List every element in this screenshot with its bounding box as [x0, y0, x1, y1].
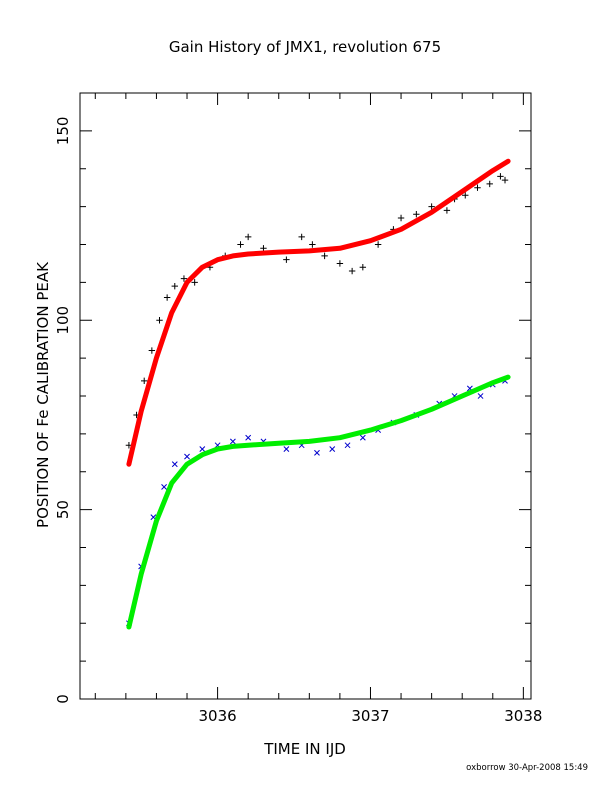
data-point-plus: [237, 241, 244, 248]
data-point-plus: [298, 233, 305, 241]
fit-curve: [126, 374, 511, 630]
data-point-plus: [163, 294, 171, 301]
data-point-cross: [229, 438, 236, 445]
data-point-plus: [397, 214, 405, 222]
data-point-plus: [336, 260, 344, 267]
y-axis-label: POSITION OF Fe CALIBRATION PEAK: [34, 261, 52, 528]
data-point-cross: [359, 434, 366, 441]
series-3: [126, 374, 511, 630]
data-point-plus: [501, 176, 509, 184]
data-point-cross: [184, 453, 190, 460]
data-point-plus: [348, 267, 356, 275]
x-tick-label: 3038: [504, 707, 542, 725]
data-point-plus: [156, 317, 163, 324]
data-point-plus: [180, 275, 188, 282]
data-point-cross: [161, 483, 167, 490]
y-tick-label: 0: [54, 694, 72, 704]
tick-labels: 0 50 100 150 3036 3037 3038: [54, 117, 542, 725]
data-point-plus: [283, 256, 290, 263]
data-point-plus: [309, 241, 316, 248]
y-tick-label: 150: [54, 117, 72, 146]
series-2: [126, 377, 508, 627]
data-point-plus: [462, 192, 469, 199]
x-tick-label: 3036: [198, 707, 236, 725]
data-point-plus: [321, 252, 328, 260]
data-point-plus: [359, 264, 367, 271]
x-axis-label: TIME IN IJD: [263, 740, 346, 758]
data-point-plus: [374, 241, 382, 248]
data-point-plus: [260, 245, 267, 252]
data-point-plus: [191, 279, 198, 286]
data-point-cross: [329, 446, 336, 452]
y-tick-label: 100: [54, 306, 72, 335]
series-1: [126, 158, 511, 467]
footer-credit: oxborrow 30-Apr-2008 15:49: [466, 763, 588, 773]
x-tick-label: 3037: [351, 707, 389, 725]
data-point-plus: [171, 282, 178, 290]
fit-curve: [126, 158, 511, 467]
axis-ticks: [80, 93, 531, 700]
data-point-cross: [344, 442, 351, 449]
data-point-plus: [428, 203, 435, 210]
data-point-plus: [148, 347, 156, 354]
data-point-cross: [477, 393, 484, 399]
data-point-cross: [314, 449, 320, 456]
data-point-cross: [245, 434, 252, 441]
data-point-plus: [443, 207, 451, 214]
data-series-layer: [125, 158, 511, 630]
data-point-plus: [474, 184, 481, 191]
data-point-plus: [244, 233, 252, 241]
data-point-plus: [141, 377, 148, 385]
data-point-plus: [497, 173, 504, 180]
data-point-cross: [171, 461, 178, 468]
series-0: [125, 173, 509, 449]
data-point-cross: [283, 446, 290, 452]
chart-title: Gain History of JMX1, revolution 675: [169, 38, 441, 56]
data-point-cross: [199, 446, 206, 452]
data-point-plus: [486, 180, 493, 188]
data-point-plus: [413, 211, 420, 218]
y-tick-label: 50: [54, 500, 72, 519]
